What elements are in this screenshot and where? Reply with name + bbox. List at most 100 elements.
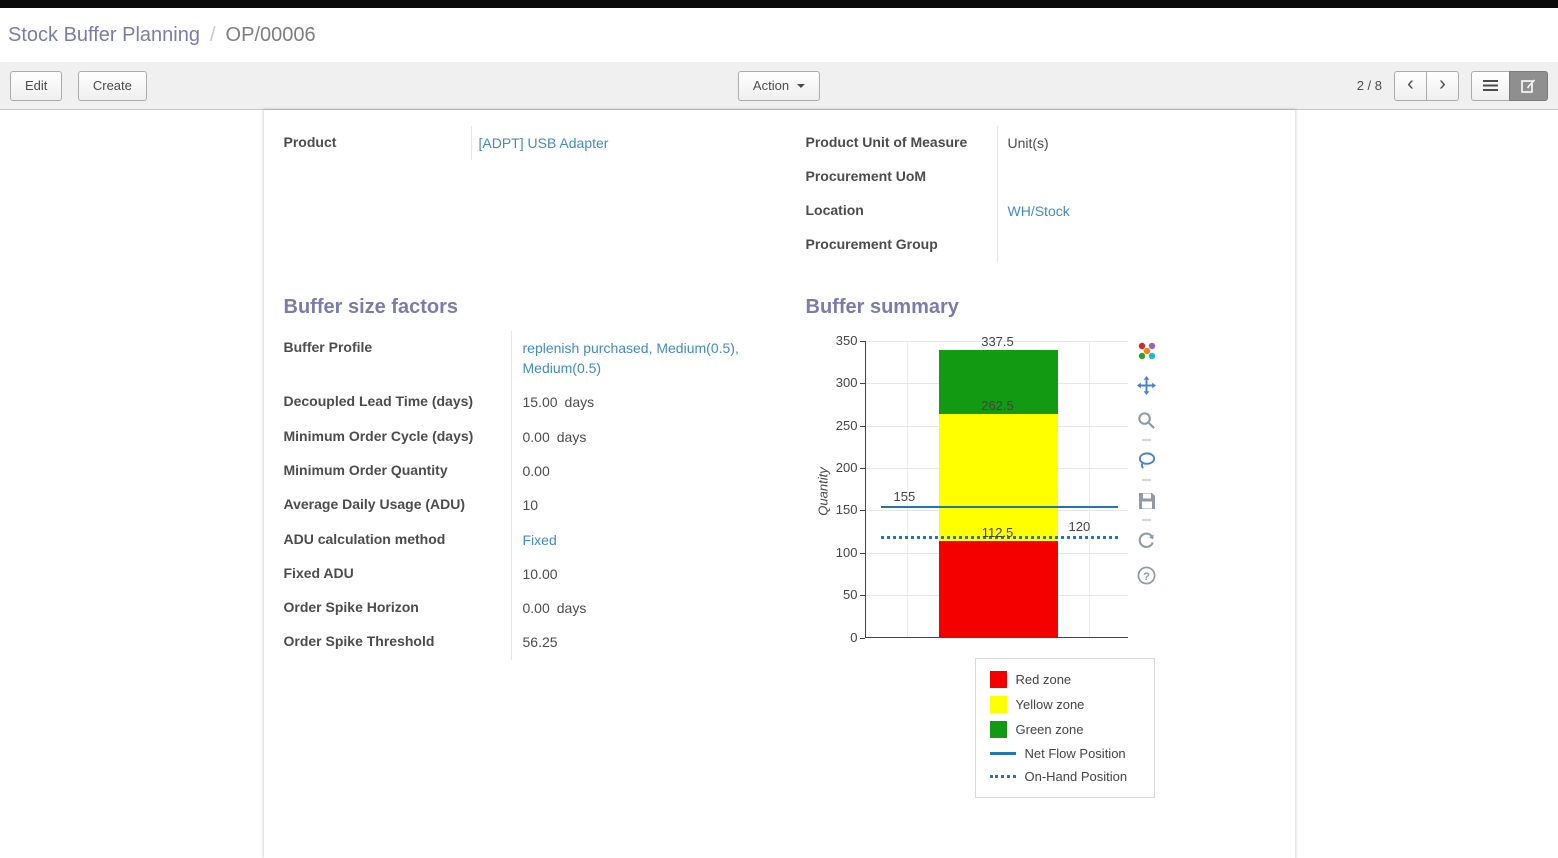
chart-annotation: 262.5 xyxy=(981,398,1014,414)
chart-annotation: 337.5 xyxy=(981,334,1014,350)
field-value: 0.00 xyxy=(522,462,550,479)
pager-previous-button[interactable]: ‹ xyxy=(1394,70,1427,101)
lasso-select-icon[interactable] xyxy=(1135,449,1159,473)
crud-buttons: Edit Create xyxy=(10,70,147,101)
section-title-buffer-summary: Buffer summary xyxy=(805,295,959,318)
product-link[interactable]: [ADPT] USB Adapter xyxy=(478,135,609,151)
breadcrumb: Stock Buffer Planning / OP/00006 xyxy=(0,8,1558,62)
chart-annotation: 120 xyxy=(1068,518,1091,534)
plot-area: 0 50 100 150 200 250 300 350 337.5 262.5 112.5 155 1… xyxy=(836,333,1128,645)
pan-icon[interactable] xyxy=(1135,374,1159,398)
field-label: Minimum Order Cycle (days) xyxy=(283,427,474,444)
legend-swatch xyxy=(989,774,1016,778)
field-value: 10.00 xyxy=(522,565,558,582)
legend-swatch xyxy=(989,670,1007,688)
y-tick-label: 100 xyxy=(835,544,858,560)
pager-next-button[interactable]: › xyxy=(1426,70,1459,101)
zoom-icon[interactable] xyxy=(1135,409,1159,433)
legend-label: Red zone xyxy=(1015,671,1072,687)
list-icon xyxy=(1483,80,1498,91)
net-flow-position-line xyxy=(880,506,1118,509)
red-zone-bar xyxy=(938,541,1058,637)
location-link[interactable]: WH/Stock xyxy=(1007,202,1070,219)
field-row-product-uom: Product Unit of Measure Unit(s) xyxy=(805,126,1275,161)
buffer-summary-chart: Quantity 0 50 100 150 200 250 300 350 337.5 262.5… xyxy=(806,333,1275,838)
plotly-logo-icon[interactable] xyxy=(1135,339,1159,363)
legend-swatch xyxy=(989,751,1016,755)
field-row-product: Product [ADPT] USB Adapter xyxy=(283,126,754,161)
field-row-procurement-uom: Procurement UoM xyxy=(806,160,1275,194)
form-view-button[interactable] xyxy=(1509,70,1548,101)
field-suffix: days xyxy=(556,600,587,617)
breadcrumb-section-link[interactable]: Stock Buffer Planning xyxy=(8,23,200,46)
help-icon[interactable]: ? xyxy=(1135,564,1159,588)
y-tick-mark xyxy=(859,468,865,470)
y-tick-mark xyxy=(859,425,865,427)
modebar-separator xyxy=(1142,518,1151,521)
y-tick-mark xyxy=(859,510,865,512)
y-tick-mark xyxy=(859,637,865,639)
legend-label: On-Hand Position xyxy=(1024,768,1128,784)
y-tick-label: 0 xyxy=(850,629,858,645)
y-tick-label: 150 xyxy=(835,502,858,518)
reset-axes-icon[interactable] xyxy=(1135,529,1159,553)
chevron-down-icon xyxy=(797,83,806,88)
form-edit-icon xyxy=(1521,78,1536,93)
top-field-groups: Product [ADPT] USB Adapter Product Unit … xyxy=(284,126,1275,262)
field-label: Location xyxy=(805,201,864,218)
breadcrumb-separator: / xyxy=(209,23,216,46)
field-label: ADU calculation method xyxy=(283,530,446,547)
modebar-separator xyxy=(1142,438,1151,441)
vertical-gridline xyxy=(906,340,908,637)
view-switcher xyxy=(1471,70,1548,101)
legend-item-net-flow-position[interactable]: Net Flow Position xyxy=(976,742,1154,765)
field-value: 10 xyxy=(522,497,539,514)
field-label: Buffer Profile xyxy=(283,338,373,355)
field-value: 56.25 xyxy=(522,634,558,651)
legend-item-yellow-zone[interactable]: Yellow zone xyxy=(976,692,1154,717)
list-view-button[interactable] xyxy=(1471,70,1510,101)
field-label: Decoupled Lead Time (days) xyxy=(283,393,474,410)
adu-method-link[interactable]: Fixed xyxy=(522,531,557,548)
y-tick-label: 300 xyxy=(835,375,858,391)
breadcrumb-record: OP/00006 xyxy=(225,23,316,46)
field-row-location: Location WH/Stock xyxy=(805,193,1275,229)
y-tick-mark xyxy=(859,552,865,554)
field-label: Average Daily Usage (ADU) xyxy=(283,496,466,513)
edit-button[interactable]: Edit xyxy=(10,70,63,101)
legend-item-red-zone[interactable]: Red zone xyxy=(976,667,1154,692)
y-tick-label: 200 xyxy=(835,460,858,476)
legend-item-on-hand-position[interactable]: On-Hand Position xyxy=(976,765,1154,788)
svg-text:?: ? xyxy=(1143,571,1150,583)
action-menu: Action xyxy=(737,70,821,101)
legend-label: Net Flow Position xyxy=(1024,745,1126,761)
field-value: 0.00 xyxy=(522,600,550,617)
sections: Buffer size factors Buffer Profile reple… xyxy=(284,262,1275,838)
vertical-gridline xyxy=(1088,340,1090,637)
buffer-profile-link[interactable]: replenish purchased, Medium(0.5), Medium… xyxy=(522,339,739,377)
chart-legend: Red zone Yellow zone Green zone Net Flow Po… xyxy=(974,657,1155,798)
y-tick-mark xyxy=(859,595,865,597)
field-label: Product Unit of Measure xyxy=(805,134,968,150)
action-dropdown-button[interactable]: Action xyxy=(737,70,821,101)
chevron-right-icon: › xyxy=(1439,72,1446,95)
top-menu-bar xyxy=(0,0,1558,8)
create-button[interactable]: Create xyxy=(77,70,147,101)
field-value xyxy=(996,160,1275,194)
legend-label: Green zone xyxy=(1015,721,1084,737)
legend-item-green-zone[interactable]: Green zone xyxy=(976,717,1154,742)
chart-annotation: 155 xyxy=(893,489,916,505)
field-label: Product xyxy=(283,134,337,150)
buffer-size-factors-group: Buffer Profile replenish purchased, Medi… xyxy=(283,330,754,660)
legend-swatch xyxy=(989,695,1007,713)
chart-annotation: 112.5 xyxy=(981,525,1014,541)
download-plot-icon[interactable] xyxy=(1135,489,1159,513)
field-row-minimum-order-cycle: Minimum Order Cycle (days) 0.00 days xyxy=(283,419,754,454)
field-label: Procurement Group xyxy=(805,236,938,253)
y-tick-label: 50 xyxy=(843,587,858,603)
field-value xyxy=(996,228,1275,262)
section-title-buffer-size-factors: Buffer size factors xyxy=(283,295,459,318)
field-row-order-spike-threshold: Order Spike Threshold 56.25 xyxy=(284,625,754,660)
field-row-buffer-profile: Buffer Profile replenish purchased, Medi… xyxy=(283,330,754,386)
form-sheet: Product [ADPT] USB Adapter Product Unit … xyxy=(263,110,1295,858)
